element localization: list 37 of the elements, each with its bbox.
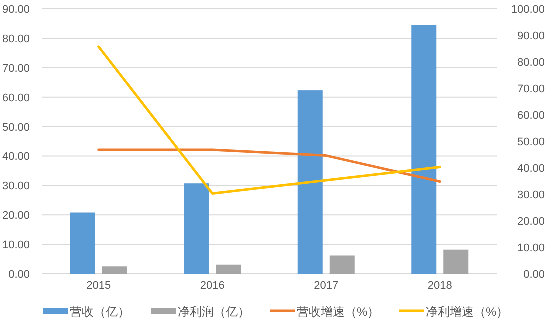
x-tick-label: 2016 bbox=[200, 280, 225, 292]
y-tick-label: 90.00 bbox=[2, 4, 30, 16]
bar bbox=[444, 250, 469, 274]
y2-tick-label: 80.00 bbox=[517, 57, 545, 69]
bar bbox=[412, 25, 437, 274]
y2-tick-label: 10.00 bbox=[517, 242, 545, 254]
y-tick-label: 80.00 bbox=[2, 33, 30, 46]
y2-tick-label: 50.00 bbox=[517, 136, 545, 148]
y-tick-label: 20.00 bbox=[2, 210, 30, 222]
legend-label: 净利润（亿） bbox=[178, 305, 250, 319]
y-tick-label: 0.00 bbox=[8, 269, 30, 281]
y2-tick-label: 40.00 bbox=[517, 163, 545, 175]
y-tick-label: 50.00 bbox=[2, 122, 30, 134]
bar bbox=[102, 266, 128, 274]
bar bbox=[216, 264, 242, 274]
y2-tick-label: 100.00 bbox=[511, 4, 545, 16]
bar bbox=[184, 184, 210, 274]
bar bbox=[330, 256, 355, 274]
y2-tick-label: 90.00 bbox=[517, 30, 545, 42]
x-tick-label: 2015 bbox=[86, 280, 112, 292]
legend-label: 净利增速（%） bbox=[426, 305, 509, 319]
legend-label: 营收增速（%） bbox=[297, 305, 380, 319]
legend-label: 营收（亿） bbox=[70, 305, 130, 319]
y2-tick-label: 60.00 bbox=[517, 110, 545, 122]
y-tick-label: 70.00 bbox=[2, 62, 30, 75]
x-tick-label: 2017 bbox=[314, 280, 339, 292]
y-tick-label: 60.00 bbox=[2, 92, 30, 104]
y2-tick-label: 20.00 bbox=[517, 216, 545, 228]
bar bbox=[298, 90, 323, 274]
y2-tick-label: 30.00 bbox=[517, 190, 545, 202]
y2-tick-label: 0.00 bbox=[524, 269, 545, 281]
y2-tick-label: 70.00 bbox=[517, 84, 545, 96]
y-tick-label: 30.00 bbox=[2, 180, 30, 193]
y-tick-label: 40.00 bbox=[2, 151, 30, 164]
bar bbox=[70, 212, 96, 274]
x-tick-label: 2018 bbox=[428, 280, 452, 292]
y-tick-label: 10.00 bbox=[2, 240, 30, 252]
